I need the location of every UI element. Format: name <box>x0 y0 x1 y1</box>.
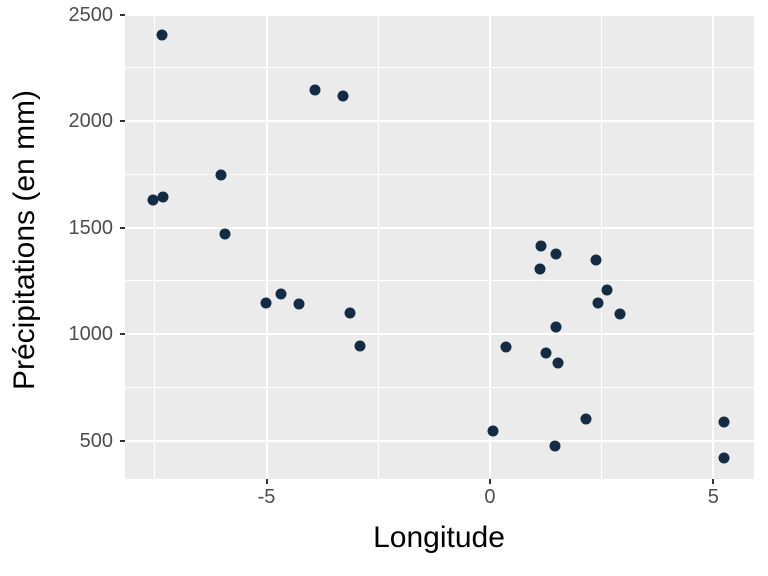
data-point <box>549 440 561 452</box>
data-point <box>550 321 562 333</box>
data-point <box>337 90 349 102</box>
x-major-gridline <box>712 14 715 479</box>
x-axis-tick <box>265 478 268 484</box>
y-major-gridline <box>124 439 754 442</box>
data-point <box>718 416 730 428</box>
y-major-gridline <box>124 226 754 229</box>
y-tick-label: 500 <box>79 429 113 452</box>
data-point <box>540 347 552 359</box>
y-major-gridline <box>124 333 754 336</box>
x-major-gridline <box>265 14 268 479</box>
x-axis-tick <box>488 478 491 484</box>
data-point <box>293 298 305 310</box>
x-minor-gridline <box>377 14 379 479</box>
y-minor-gridline <box>124 386 754 388</box>
y-minor-gridline <box>124 67 754 69</box>
data-point <box>344 307 356 319</box>
data-point <box>157 191 169 203</box>
y-major-gridline <box>124 14 754 16</box>
data-point <box>534 263 546 275</box>
y-tick-label: 1000 <box>68 323 114 346</box>
data-point <box>550 248 562 260</box>
data-point <box>614 308 626 320</box>
y-major-gridline <box>124 120 754 123</box>
y-axis-tick <box>119 226 125 229</box>
data-point <box>592 297 604 309</box>
x-tick-label: 5 <box>707 486 719 508</box>
y-axis-tick <box>119 120 125 123</box>
data-point <box>580 413 592 425</box>
x-axis-tick <box>712 478 715 484</box>
data-point <box>215 169 227 181</box>
data-point <box>535 240 547 252</box>
y-tick-label: 1500 <box>68 216 114 239</box>
y-axis-tick <box>119 333 125 336</box>
data-point <box>590 254 602 266</box>
data-point <box>500 341 512 353</box>
y-axis-title: Précipitations (en mm) <box>8 89 41 391</box>
data-point <box>260 297 272 309</box>
data-point <box>354 340 366 352</box>
x-minor-gridline <box>154 14 156 479</box>
data-point <box>275 288 287 300</box>
x-tick-label: -5 <box>257 486 276 508</box>
data-point <box>147 194 159 206</box>
data-point <box>219 228 231 240</box>
x-major-gridline <box>488 14 491 479</box>
data-point <box>156 29 168 41</box>
data-point <box>552 357 564 369</box>
x-minor-gridline <box>601 14 603 479</box>
y-tick-label: 2000 <box>68 110 114 133</box>
data-point <box>718 452 730 464</box>
data-point <box>309 84 321 96</box>
y-axis-tick <box>119 439 125 442</box>
data-point <box>601 284 613 296</box>
y-minor-gridline <box>124 280 754 282</box>
plot-panel <box>124 14 754 479</box>
x-tick-label: 0 <box>484 486 496 508</box>
x-axis-title: Longitude <box>373 521 505 554</box>
data-point <box>487 425 499 437</box>
y-tick-label: 2500 <box>68 3 114 26</box>
y-minor-gridline <box>124 173 754 175</box>
y-axis-tick <box>119 13 125 16</box>
